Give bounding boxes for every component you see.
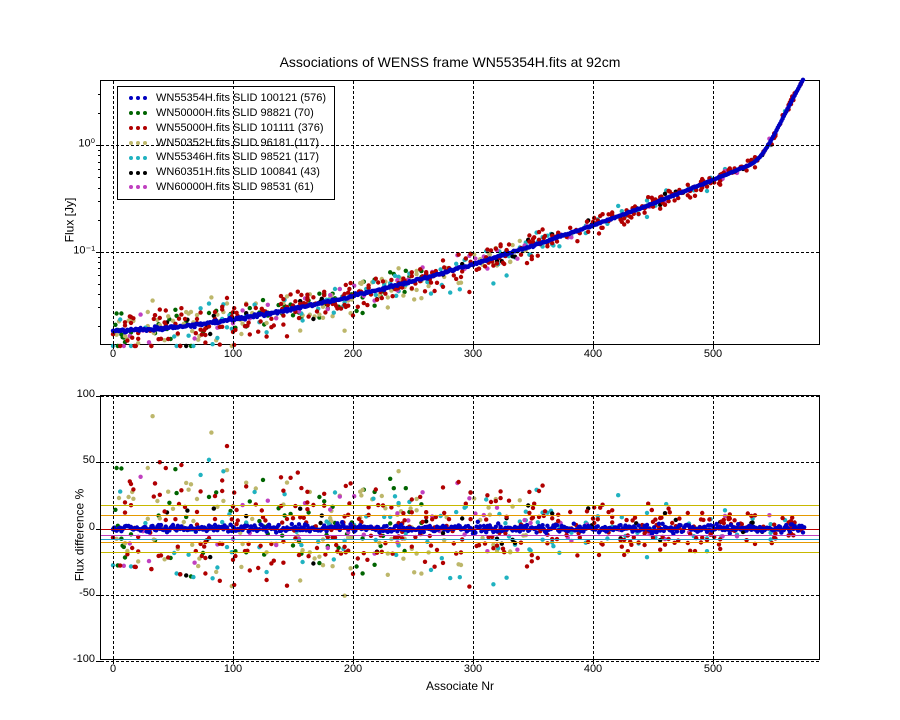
ytick-label: 10⁰ <box>78 137 101 150</box>
gridline <box>101 396 819 397</box>
gridline <box>113 81 114 344</box>
gridline <box>233 81 234 344</box>
legend-label: WN60000H.fits SLID 98531 (61) <box>156 180 314 195</box>
legend-label: WN55000H.fits SLID 101111 (376) <box>156 121 324 136</box>
legend: WN55354H.fits SLID 100121 (576)WN50000H.… <box>117 86 335 200</box>
minor-tick <box>98 284 101 285</box>
minor-tick <box>98 113 101 114</box>
legend-label: WN50000H.fits SLID 98821 (70) <box>156 106 314 121</box>
ytick-label: -100 <box>73 653 101 665</box>
ytick-label: -50 <box>79 587 101 599</box>
minor-tick <box>98 307 101 308</box>
legend-label: WN55354H.fits SLID 100121 (576) <box>156 91 326 106</box>
chart-title: Associations of WENSS frame WN55354H.fit… <box>0 54 900 70</box>
gridline <box>473 396 474 659</box>
legend-label: WN50352H.fits SLID 96181 (117) <box>156 136 319 151</box>
minor-tick <box>98 262 101 263</box>
legend-entry: WN60000H.fits SLID 98531 (61) <box>124 180 326 195</box>
minor-tick <box>98 162 101 163</box>
xtick-label: 500 <box>704 663 722 675</box>
hline <box>101 515 819 516</box>
ytick-label: 10⁻¹ <box>73 243 101 256</box>
gridline <box>353 396 354 659</box>
legend-marker-icon <box>124 171 152 175</box>
xtick-label: 300 <box>464 348 482 360</box>
minor-tick <box>98 220 101 221</box>
hline <box>101 539 819 540</box>
legend-entry: WN50000H.fits SLID 98821 (70) <box>124 106 326 121</box>
legend-marker-icon <box>124 111 152 115</box>
hline <box>101 552 819 553</box>
gridline <box>101 252 819 253</box>
legend-entry: WN55000H.fits SLID 101111 (376) <box>124 121 326 136</box>
xaxis-label: Associate Nr <box>426 679 494 693</box>
legend-entry: WN50352H.fits SLID 96181 (117) <box>124 136 326 151</box>
xtick-label: 100 <box>224 663 242 675</box>
minor-tick <box>98 294 101 295</box>
xtick-label: 400 <box>584 348 602 360</box>
minor-tick <box>98 177 101 178</box>
ytick-label: 100 <box>77 388 101 400</box>
figure: Associations of WENSS frame WN55354H.fit… <box>0 0 900 720</box>
minor-tick <box>98 201 101 202</box>
legend-marker-icon <box>124 156 152 160</box>
legend-entry: WN60351H.fits SLID 100841 (43) <box>124 165 326 180</box>
minor-tick <box>98 257 101 258</box>
gridline <box>473 81 474 344</box>
minor-tick <box>98 155 101 156</box>
gridline <box>101 145 819 146</box>
minor-tick <box>98 268 101 269</box>
hline <box>101 542 819 543</box>
gridline <box>101 661 819 662</box>
legend-marker-icon <box>124 185 152 189</box>
ytick-label: 50 <box>83 454 101 466</box>
legend-entry: WN55354H.fits SLID 100121 (576) <box>124 91 326 106</box>
diff-ylabel: Flux difference % <box>72 488 86 581</box>
ytick-label: 0 <box>89 521 101 533</box>
gridline <box>233 396 234 659</box>
xtick-label: 0 <box>110 663 116 675</box>
gridline <box>101 462 819 463</box>
xtick-label: 200 <box>344 663 362 675</box>
xtick-label: 300 <box>464 663 482 675</box>
legend-marker-icon <box>124 96 152 100</box>
minor-tick <box>98 150 101 151</box>
minor-tick <box>98 169 101 170</box>
gridline <box>713 396 714 659</box>
hline <box>101 529 819 530</box>
gridline <box>101 595 819 596</box>
legend-entry: WN55346H.fits SLID 98521 (117) <box>124 150 326 165</box>
gridline <box>113 396 114 659</box>
gridline <box>353 81 354 344</box>
gridline <box>593 81 594 344</box>
flux-panel: Flux [Jy] WN55354H.fits SLID 100121 (576… <box>100 80 820 345</box>
diff-plot-area <box>101 396 819 659</box>
xtick-label: 0 <box>110 348 116 360</box>
minor-tick <box>98 326 101 327</box>
xtick-label: 500 <box>704 348 722 360</box>
hline <box>101 505 819 506</box>
gridline <box>713 81 714 344</box>
xtick-label: 200 <box>344 348 362 360</box>
hline <box>101 535 819 536</box>
minor-tick <box>98 188 101 189</box>
legend-marker-icon <box>124 126 152 130</box>
diff-panel: Flux difference % Associate Nr 010020030… <box>100 395 820 660</box>
gridline <box>593 396 594 659</box>
legend-label: WN60351H.fits SLID 100841 (43) <box>156 165 320 180</box>
legend-label: WN55346H.fits SLID 98521 (117) <box>156 150 319 165</box>
xtick-label: 100 <box>224 348 242 360</box>
minor-tick <box>98 94 101 95</box>
xtick-label: 400 <box>584 663 602 675</box>
flux-ylabel: Flux [Jy] <box>62 197 76 242</box>
minor-tick <box>98 275 101 276</box>
